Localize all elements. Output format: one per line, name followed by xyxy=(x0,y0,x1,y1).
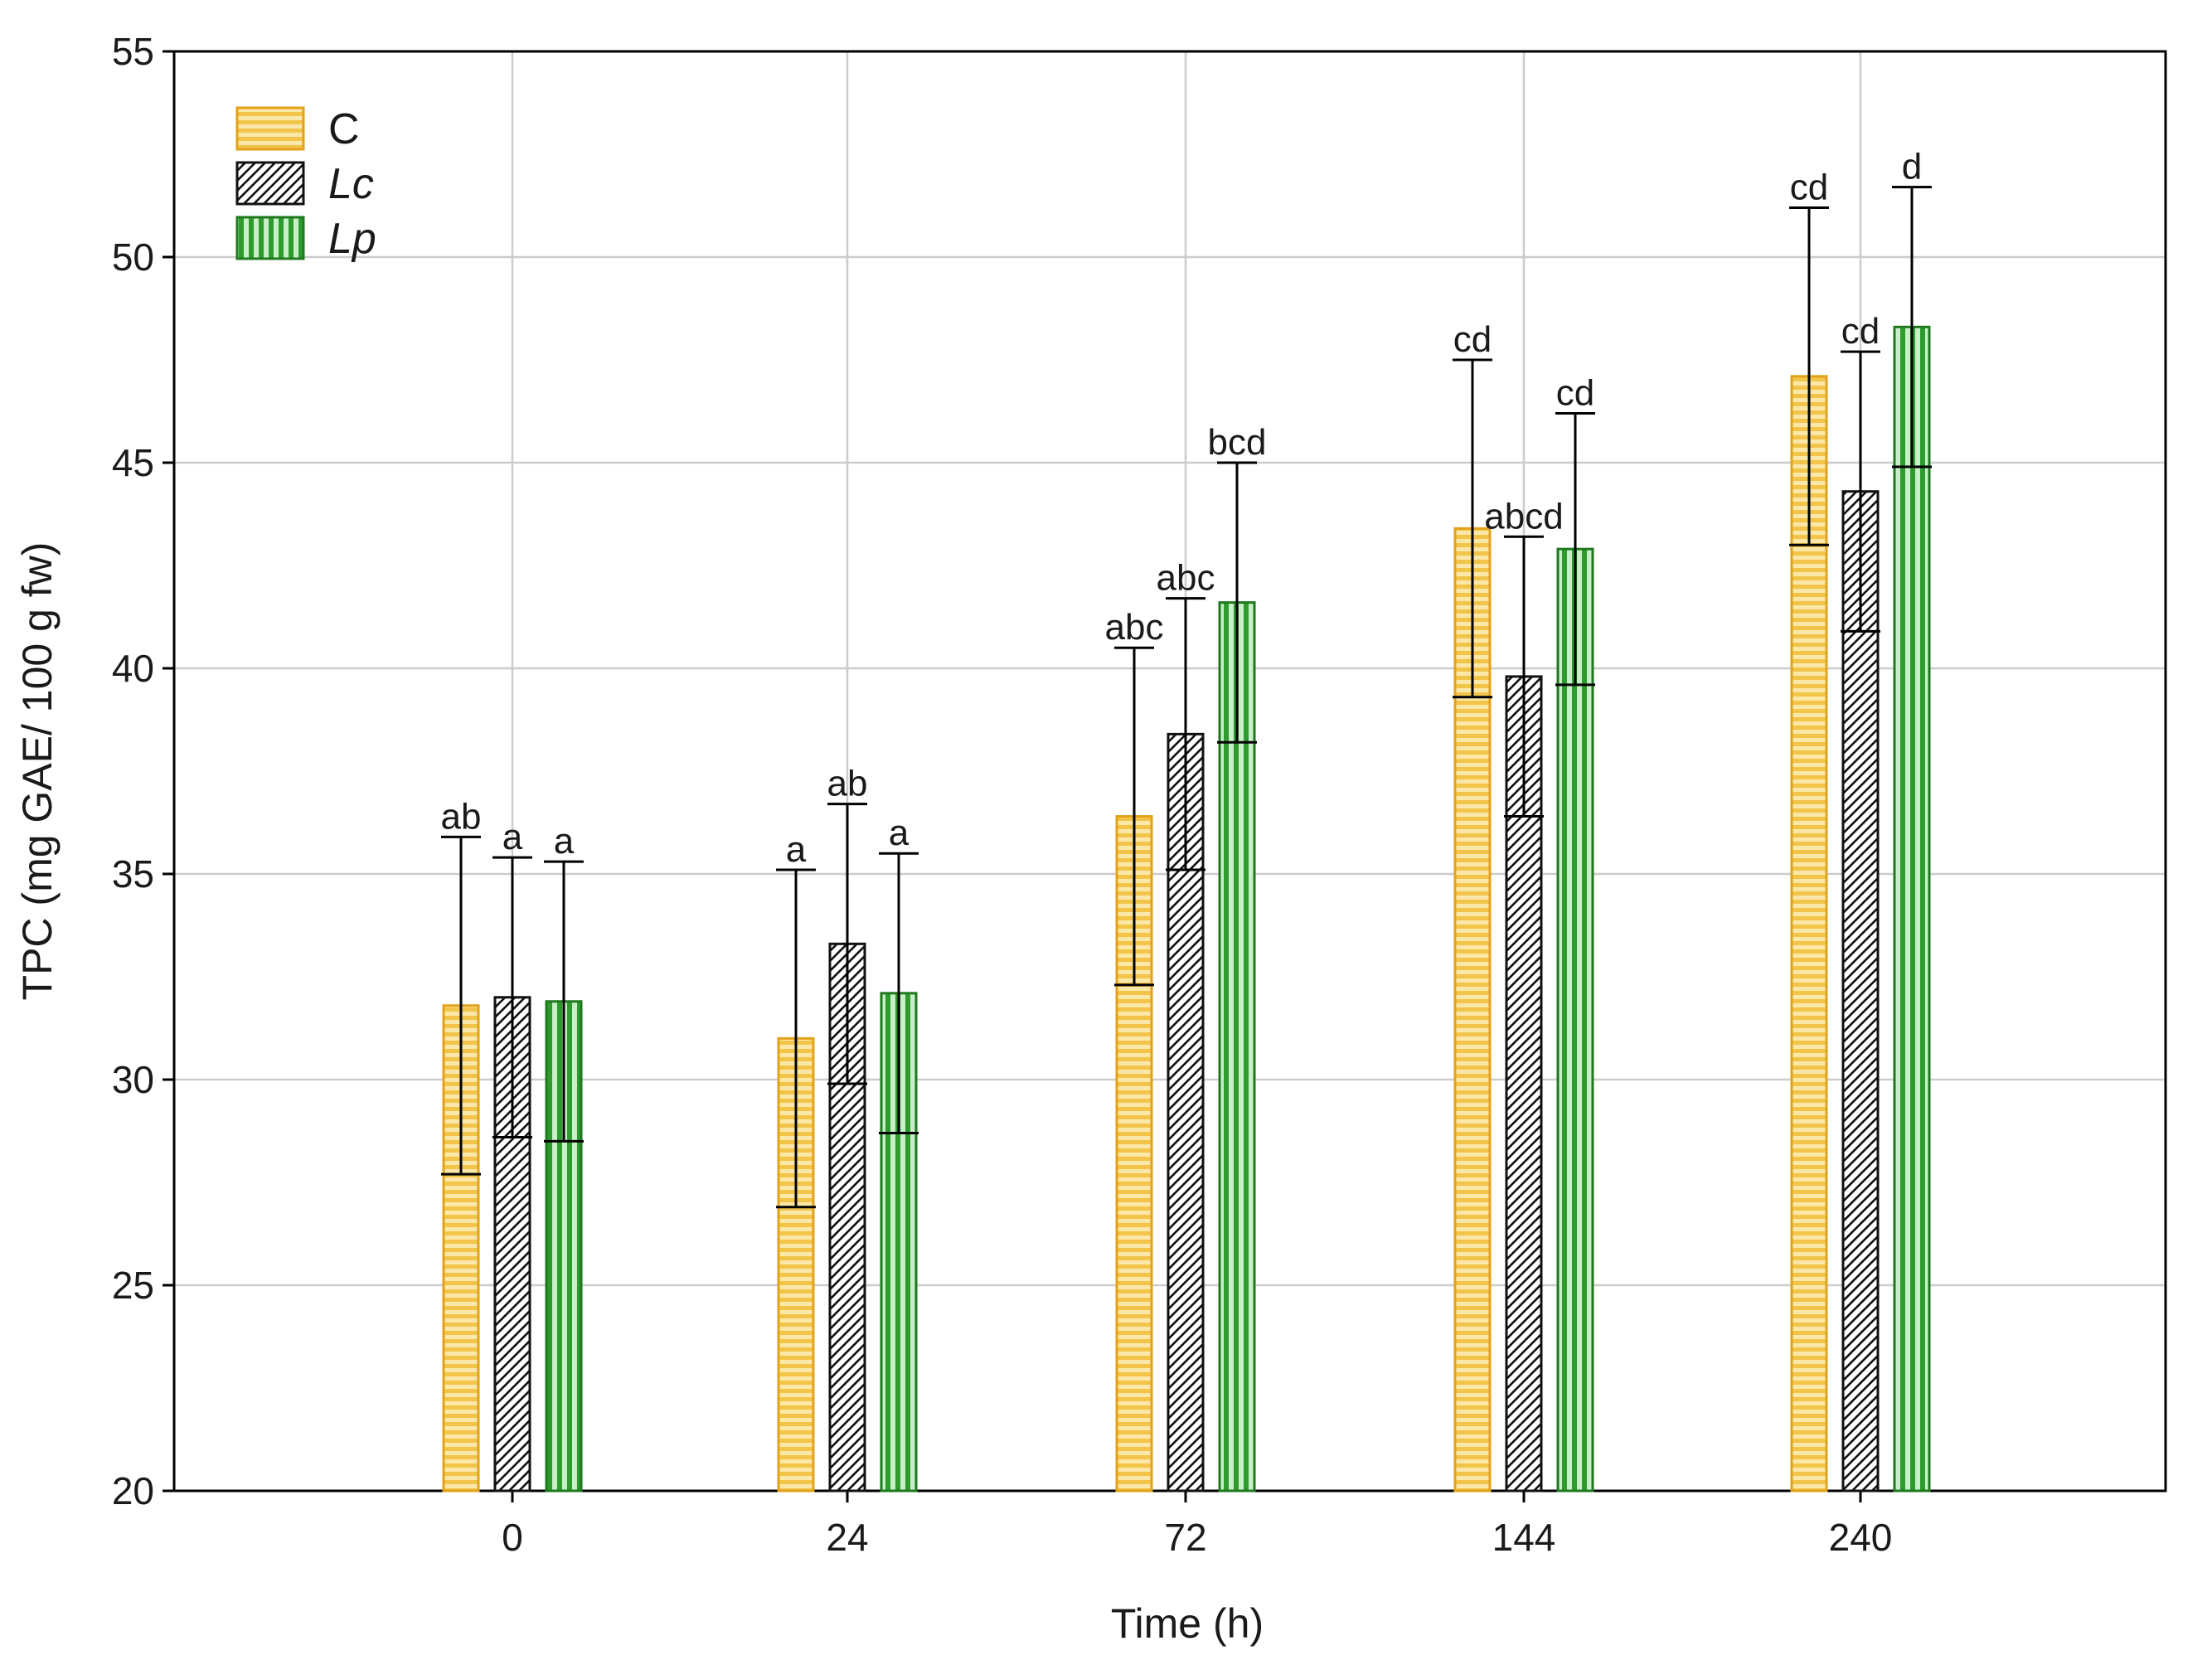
significance-letter: cd xyxy=(1841,311,1880,352)
y-tick-label: 45 xyxy=(112,441,154,484)
significance-letter: bcd xyxy=(1208,422,1267,463)
significance-letter: abc xyxy=(1157,558,1215,599)
legend-swatch-lp xyxy=(235,216,305,260)
bar-lp-240 xyxy=(1893,325,1931,1493)
significance-letter: a xyxy=(502,817,523,857)
legend-label-c: C xyxy=(328,105,360,153)
significance-letter: ab xyxy=(441,796,482,837)
significance-letter: a xyxy=(554,821,575,862)
bar-series xyxy=(442,325,1931,1493)
y-tick-label: 20 xyxy=(112,1469,154,1512)
significance-letter: cd xyxy=(1556,372,1594,413)
significance-letter: cd xyxy=(1453,319,1492,360)
x-tick-label: 144 xyxy=(1492,1516,1556,1559)
significance-letter: a xyxy=(889,813,910,853)
legend-label-lc: Lc xyxy=(328,160,374,208)
error-bars xyxy=(441,186,1932,1209)
legend-swatch-c xyxy=(235,106,305,151)
legend: C Lc Lp xyxy=(235,105,376,263)
bar-lp-72 xyxy=(1218,601,1256,1493)
x-tick-label: 24 xyxy=(826,1516,868,1559)
x-tick-label: 0 xyxy=(502,1516,523,1559)
y-tick-label: 35 xyxy=(112,852,154,896)
legend-swatch-lc xyxy=(235,161,305,206)
significance-letter: cd xyxy=(1790,167,1828,207)
x-tick-label: 72 xyxy=(1164,1516,1206,1559)
y-tick-label: 30 xyxy=(112,1058,154,1101)
y-tick-label: 55 xyxy=(112,30,154,73)
significance-letter: a xyxy=(786,829,807,870)
x-axis: 0 24 72 144 240 xyxy=(502,1491,1892,1559)
y-axis: 20 25 30 35 40 45 50 55 xyxy=(112,30,174,1512)
significance-letter: ab xyxy=(827,764,868,804)
y-tick-label: 25 xyxy=(112,1264,154,1307)
legend-label-lp: Lp xyxy=(328,215,376,263)
y-tick-label: 50 xyxy=(112,235,154,279)
bar-lp-144 xyxy=(1556,547,1594,1493)
bar-lc-240 xyxy=(1841,490,1880,1493)
x-tick-label: 240 xyxy=(1829,1516,1893,1559)
y-tick-label: 40 xyxy=(112,647,154,690)
x-axis-title: Time (h) xyxy=(1111,1600,1264,1647)
y-axis-title: TPC (mg GAE/ 100 g fw) xyxy=(14,542,61,1001)
significance-letter: abc xyxy=(1105,607,1164,648)
significance-letter: abcd xyxy=(1484,496,1563,536)
bar-c-240 xyxy=(1790,375,1828,1493)
significance-letter: d xyxy=(1902,147,1922,187)
